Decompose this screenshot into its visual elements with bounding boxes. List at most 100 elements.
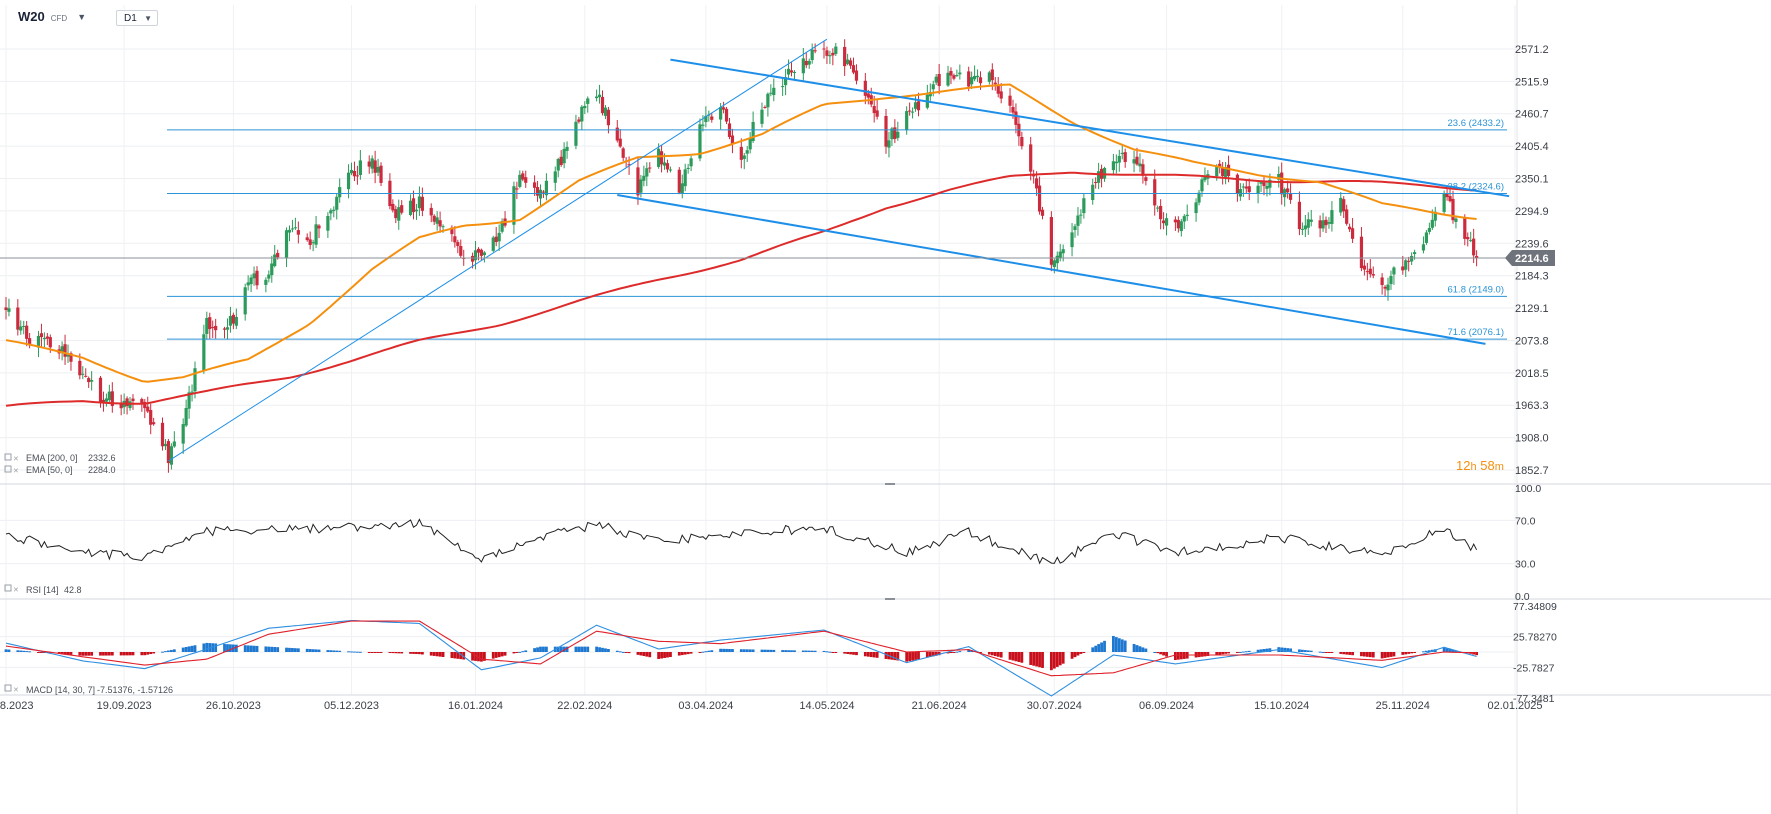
candle-body <box>308 239 312 245</box>
candle-body <box>66 354 70 357</box>
histogram-bar-positive <box>264 646 268 652</box>
candle-body <box>1008 95 1012 106</box>
histogram-bar-positive <box>533 648 536 652</box>
histogram-bar-negative <box>925 652 929 658</box>
bullish-candle <box>346 164 351 199</box>
candle-body <box>225 327 230 330</box>
histogram-bar-negative <box>1345 652 1349 655</box>
histogram-bar-positive <box>296 648 300 652</box>
bearish-candle <box>355 165 360 185</box>
bullish-candle <box>408 194 413 217</box>
histogram-bar-negative <box>1008 652 1012 660</box>
bullish-candle <box>1259 180 1263 193</box>
histogram-bar-negative <box>66 652 70 655</box>
candle-body <box>801 58 805 74</box>
histogram-bar-negative <box>459 652 463 660</box>
bullish-candle <box>810 43 814 64</box>
candle-body <box>181 424 185 444</box>
timeframe-select[interactable]: D1 ▼ <box>116 10 158 26</box>
bullish-candle <box>205 311 209 340</box>
bearish-candle <box>813 43 817 54</box>
candle-body <box>1469 240 1473 242</box>
histogram-bar-positive <box>338 650 342 652</box>
histogram-bar-negative <box>1165 652 1168 657</box>
candle-body <box>391 203 395 211</box>
histogram-bar-negative <box>1052 652 1056 669</box>
bullish-candle <box>497 224 501 251</box>
candle-body <box>946 72 950 86</box>
bullish-candle <box>290 219 295 233</box>
bullish-candle <box>680 174 684 199</box>
histogram-bar-negative <box>1227 652 1230 654</box>
histogram-bar-positive <box>226 644 229 652</box>
histogram-bar-positive <box>1117 638 1121 652</box>
histogram-bar-negative <box>657 652 661 659</box>
candle-body <box>574 121 578 146</box>
histogram-bar-negative <box>60 652 64 655</box>
candle-body <box>1412 252 1417 255</box>
bullish-candle <box>163 439 168 451</box>
candle-body <box>243 287 247 315</box>
histogram-bar-negative <box>128 652 132 656</box>
histogram-bar-positive <box>1153 652 1157 653</box>
histogram-bar-positive <box>16 650 20 652</box>
bearish-candle <box>1247 178 1251 201</box>
bearish-candle <box>222 326 227 339</box>
bullish-candle <box>1185 204 1189 221</box>
histogram-bar-negative <box>683 652 687 655</box>
bearish-candle <box>515 181 519 199</box>
histogram-bar-negative <box>152 652 156 654</box>
candle-body <box>751 121 755 142</box>
histogram-bar-negative <box>1049 652 1053 671</box>
histogram-bar-positive <box>332 650 336 652</box>
candle-body <box>429 207 433 216</box>
bullish-candle <box>1111 153 1115 175</box>
chevron-down-icon[interactable]: ▼ <box>77 11 87 22</box>
histogram-bar-negative <box>627 652 631 654</box>
date-tick-label: 14.05.2024 <box>799 700 854 712</box>
bullish-candle <box>234 308 238 330</box>
date-tick-label: 22.02.2024 <box>557 700 612 712</box>
candle-body <box>1123 152 1127 163</box>
candle-body <box>332 209 336 211</box>
histogram-bar-positive <box>790 650 793 652</box>
histogram-bar-negative <box>376 652 380 653</box>
candle-body <box>1164 218 1169 226</box>
candle-body <box>479 249 484 256</box>
bearish-candle <box>916 92 921 117</box>
bullish-candle <box>249 274 253 293</box>
histogram-bar-negative <box>420 652 424 655</box>
candle-body <box>379 165 383 183</box>
bullish-candle <box>1454 215 1458 229</box>
histogram-bar-negative <box>1404 652 1408 655</box>
histogram-bar-negative <box>494 652 498 658</box>
candle-body <box>205 317 209 334</box>
candle-body <box>553 171 557 183</box>
candle-body <box>187 392 191 409</box>
candle-body <box>910 111 915 113</box>
candle-body <box>745 150 749 154</box>
histogram-bar-positive <box>356 651 359 653</box>
histogram-bar-positive <box>167 650 170 652</box>
instrument-header[interactable]: W20 CFD ▼ <box>18 9 86 24</box>
candle-body <box>890 128 894 140</box>
trendline <box>168 38 828 462</box>
histogram-bar-positive <box>1303 650 1307 652</box>
histogram-bar-positive <box>739 649 743 652</box>
bearish-candle <box>730 128 735 154</box>
histogram-bar-negative <box>373 652 377 653</box>
bearish-candle <box>1262 175 1266 196</box>
bullish-candle <box>934 74 938 86</box>
histogram-bar-negative <box>996 652 1000 657</box>
candle-body <box>1297 201 1302 230</box>
date-tick-label: 19.09.2023 <box>97 700 152 712</box>
histogram-bar-positive <box>1244 651 1248 653</box>
histogram-bar-negative <box>831 652 835 653</box>
histogram-bar-positive <box>308 649 312 652</box>
candle-body <box>494 236 498 242</box>
histogram-bar-positive <box>574 646 578 652</box>
histogram-bar-negative <box>480 652 483 662</box>
bullish-candle <box>1442 190 1446 215</box>
bearish-candle <box>789 62 794 77</box>
